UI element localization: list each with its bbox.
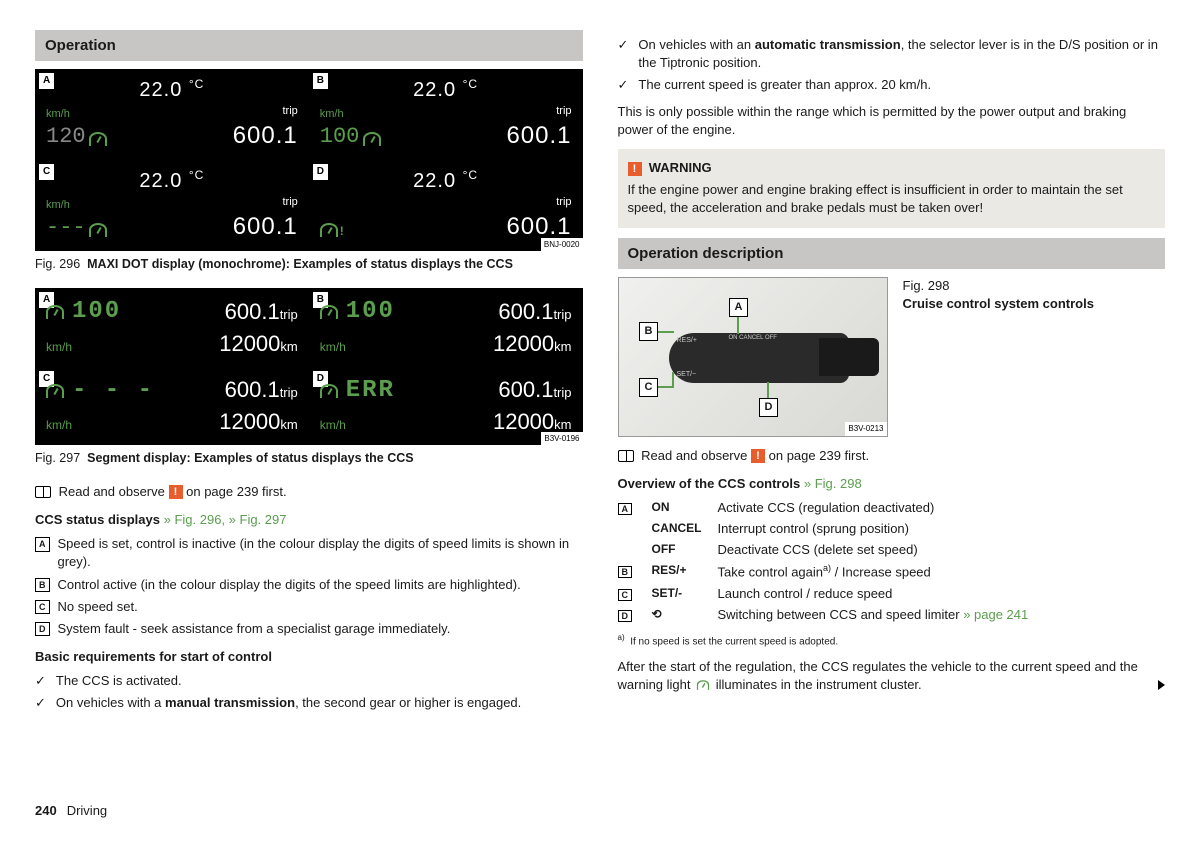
table-row: CANCELInterrupt control (sprung position… — [618, 520, 1166, 538]
check-item: ✓On vehicles with a manual transmission,… — [35, 694, 583, 712]
controls-table: AONActivate CCS (regulation deactivated)… — [618, 499, 1166, 624]
left-checks: ✓The CCS is activated. ✓On vehicles with … — [35, 672, 583, 712]
basic-req-heading: Basic requirements for start of control — [35, 648, 583, 666]
segment-grid: A 100600.1trip km/h12000kmB 100600.1trip… — [35, 288, 583, 445]
display-cell: D 22.0 °C trip600.1 — [310, 161, 582, 250]
warning-icon: ! — [628, 162, 642, 176]
stalk-label-c: C — [639, 378, 659, 397]
display-cell: A 100600.1trip km/h12000km — [36, 289, 308, 365]
display-cell: C 22.0 °C km/h--- trip600.1 — [36, 161, 308, 250]
warning-body: If the engine power and engine braking e… — [628, 181, 1156, 217]
continue-icon — [1158, 680, 1165, 690]
check-item: ✓The current speed is greater than appro… — [618, 76, 1166, 94]
stalk-label-a: A — [729, 298, 749, 317]
status-list: ASpeed is set, control is inactive (in t… — [35, 535, 583, 638]
table-row: D⟲Switching between CCS and speed limite… — [618, 606, 1166, 624]
range-paragraph: This is only possible within the range w… — [618, 103, 1166, 139]
warning-icon: ! — [751, 449, 765, 463]
warning-box: ! WARNING If the engine power and engine… — [618, 149, 1166, 228]
speedo-light-icon — [697, 681, 710, 691]
fig298-caption: Fig. 298 Cruise control system controls — [903, 277, 1094, 437]
operation-desc-header: Operation description — [618, 238, 1166, 269]
read-observe-left: Read and observe ! on page 239 first. — [35, 483, 583, 501]
book-icon — [618, 450, 634, 462]
check-item: ✓The CCS is activated. — [35, 672, 583, 690]
stalk-label-b: B — [639, 322, 659, 341]
maxidot-grid: A 22.0 °C km/h120 trip600.1 B 22.0 °C km… — [35, 69, 583, 251]
right-column: ✓On vehicles with an automatic transmiss… — [618, 30, 1166, 719]
after-start-paragraph: After the start of the regulation, the C… — [618, 658, 1166, 694]
display-cell: B 22.0 °C km/h100 trip600.1 — [310, 70, 582, 159]
page-footer: 240Driving — [35, 802, 107, 820]
display-cell: A 22.0 °C km/h120 trip600.1 — [36, 70, 308, 159]
display-cell: B 100600.1trip km/h12000km — [310, 289, 582, 365]
footnote: a) If no speed is set the current speed … — [618, 632, 1166, 649]
status-displays-heading: CCS status displays » Fig. 296, » Fig. 2… — [35, 511, 583, 529]
warning-icon: ! — [169, 485, 183, 499]
right-checks: ✓On vehicles with an automatic transmiss… — [618, 36, 1166, 95]
check-item: ✓On vehicles with an automatic transmiss… — [618, 36, 1166, 72]
list-item: BControl active (in the colour display t… — [35, 576, 583, 594]
left-column: Operation A 22.0 °C km/h120 trip600.1 B … — [35, 30, 583, 719]
list-item: ASpeed is set, control is inactive (in t… — [35, 535, 583, 571]
table-row: OFFDeactivate CCS (delete set speed) — [618, 541, 1166, 559]
table-row: BRES/+Take control againa) / Increase sp… — [618, 562, 1166, 582]
display-cell: C - - -600.1trip km/h12000km — [36, 368, 308, 444]
table-row: CSET/-Launch control / reduce speed — [618, 585, 1166, 603]
read-observe-right: Read and observe ! on page 239 first. — [618, 447, 1166, 465]
stalk-image: RES/+ SET/− ON CANCEL OFF A B C D B3V-02… — [618, 277, 888, 437]
list-item: CNo speed set. — [35, 598, 583, 616]
image-code: B3V-0213 — [845, 422, 886, 435]
table-row: AONActivate CCS (regulation deactivated) — [618, 499, 1166, 517]
book-icon — [35, 486, 51, 498]
stalk-label-d: D — [759, 398, 779, 417]
fig296-caption: Fig. 296 MAXI DOT display (monochrome): … — [35, 256, 583, 274]
fig298-container: RES/+ SET/− ON CANCEL OFF A B C D B3V-02… — [618, 277, 1166, 437]
list-item: DSystem fault - seek assistance from a s… — [35, 620, 583, 638]
operation-header: Operation — [35, 30, 583, 61]
fig297-caption: Fig. 297 Segment display: Examples of st… — [35, 450, 583, 468]
overview-heading: Overview of the CCS controls » Fig. 298 — [618, 475, 1166, 493]
